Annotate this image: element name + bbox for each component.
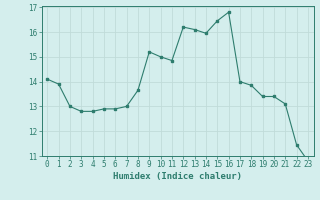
X-axis label: Humidex (Indice chaleur): Humidex (Indice chaleur) [113, 172, 242, 181]
